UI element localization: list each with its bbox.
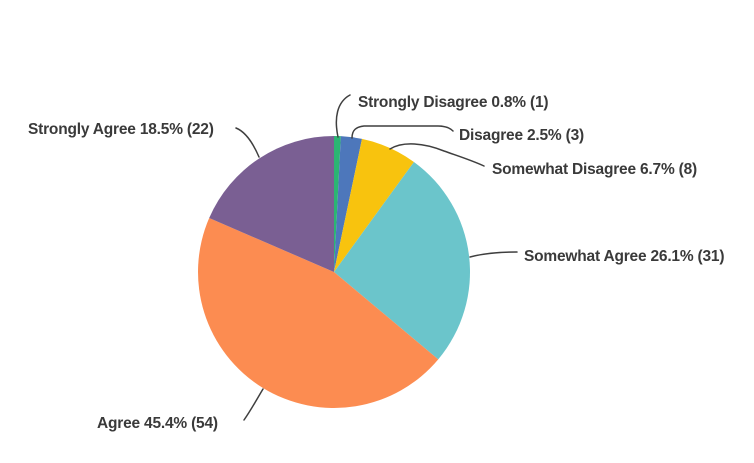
pie-slices-group [198, 136, 471, 408]
leader-lines-group [235, 94, 518, 421]
pie-slice-somewhat-agree [334, 161, 471, 360]
leader-line-agree [243, 388, 264, 421]
leader-line-strongly-agree [235, 127, 260, 158]
slice-label-disagree: Disagree 2.5% (3) [459, 127, 584, 144]
pie-slice-somewhat-disagree [334, 138, 414, 272]
leader-line-somewhat-agree [469, 251, 518, 258]
leader-line-disagree [351, 125, 454, 139]
slice-label-agree: Agree 45.4% (54) [97, 415, 218, 432]
pie-slice-disagree [334, 136, 362, 272]
slice-label-strongly-agree: Strongly Agree 18.5% (22) [28, 121, 214, 138]
slice-label-somewhat-disagree: Somewhat Disagree 6.7% (8) [492, 161, 697, 178]
leader-line-somewhat-disagree [389, 143, 485, 167]
slice-label-somewhat-agree: Somewhat Agree 26.1% (31) [524, 248, 725, 265]
pie-slice-strongly-disagree [334, 136, 341, 272]
pie-slice-strongly-agree [209, 136, 334, 272]
slice-label-strongly-disagree: Strongly Disagree 0.8% (1) [358, 94, 549, 111]
pie-slice-agree [198, 217, 439, 408]
leader-line-strongly-disagree [335, 94, 351, 138]
